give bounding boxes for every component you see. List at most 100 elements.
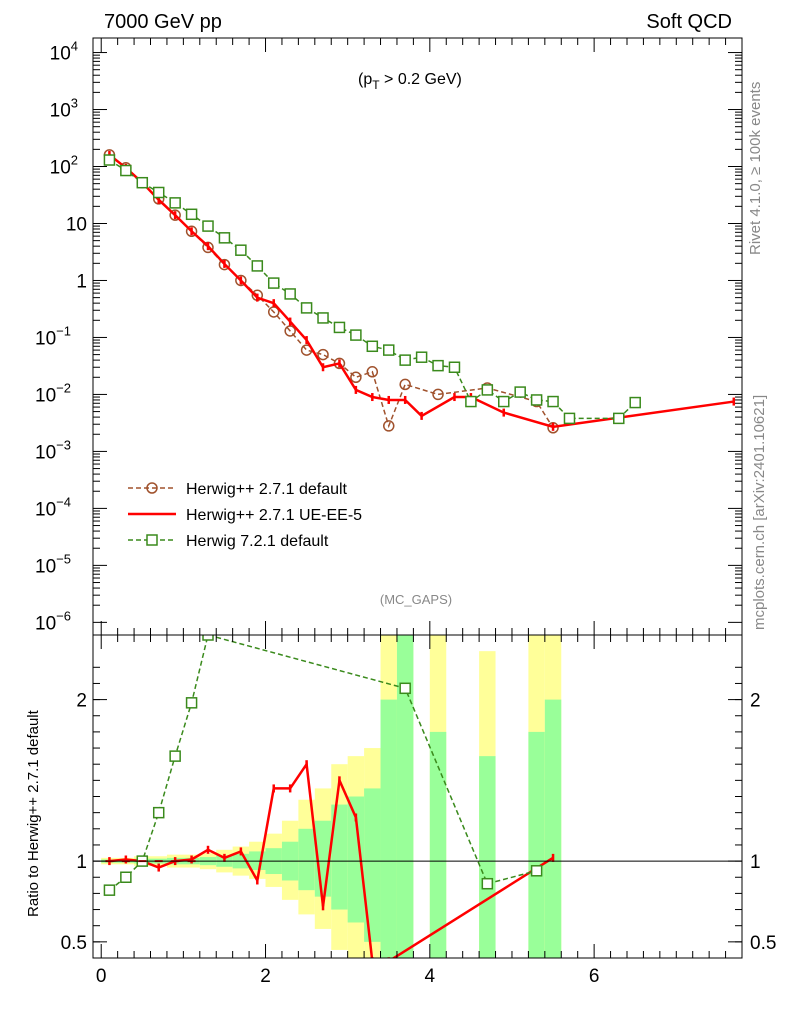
main-series-2-point-19 xyxy=(415,351,428,363)
ratio-ytick-label: 1 xyxy=(76,852,87,873)
ratio-band-green-9 xyxy=(298,828,315,891)
ratio-band-green-19 xyxy=(544,699,562,958)
main-series-0-point-16 xyxy=(366,366,379,378)
main-series-2-point-5 xyxy=(185,208,198,221)
main-series-2-point-6 xyxy=(202,220,214,232)
ratio-frame xyxy=(92,634,743,959)
main-series-1-line xyxy=(108,153,734,429)
ratio-series-h7-point-9 xyxy=(530,865,543,877)
main-series-0-point-7 xyxy=(218,258,231,271)
main-series-2-point-14 xyxy=(333,321,346,334)
ratio-band-green-14 xyxy=(380,699,397,958)
main-series-2-point-26 xyxy=(530,394,543,406)
cut-annotation: (pT > 0.2 GeV) xyxy=(358,71,462,92)
legend-marker-square xyxy=(146,534,158,546)
main-series-2-point-23 xyxy=(481,384,494,396)
main-ytick-label: 104 xyxy=(50,39,78,65)
main-ytick-label: 10−1 xyxy=(35,323,71,349)
main-series-2-point-2 xyxy=(136,176,149,189)
main-series-2-point-30 xyxy=(629,396,641,409)
main-series-2-point-12 xyxy=(300,302,313,314)
main-ytick-label: 103 xyxy=(50,96,78,122)
main-series-2-point-11 xyxy=(284,288,296,300)
ratio-ytick-label-right: 0.5 xyxy=(750,933,776,954)
legend-label-h7: Herwig 7.2.1 default xyxy=(186,533,329,550)
ratio-series-h7-point-4 xyxy=(169,750,181,762)
main-series-0-point-18 xyxy=(399,378,411,391)
ratio-band-green-18 xyxy=(528,731,545,958)
side-label-rivet: Rivet 4.1.0, ≥ 100k events xyxy=(747,82,764,255)
main-series-2-point-3 xyxy=(152,186,165,199)
ratio-ytick-label-right: 1 xyxy=(750,852,761,873)
main-series-0-point-13 xyxy=(317,348,329,361)
main-series-2-line xyxy=(109,159,636,420)
main-series-2-point-17 xyxy=(382,344,395,356)
main-ytick-label: 10−5 xyxy=(35,551,71,577)
ratio-ylabel: Ratio to Herwig++ 2.7.1 default xyxy=(25,709,42,917)
ratio-series-h7-point-0 xyxy=(103,884,116,896)
ratio-series-h7-point-6 xyxy=(202,635,214,641)
header-right-title: Soft QCD xyxy=(646,11,732,33)
main-series-2-point-4 xyxy=(169,197,181,209)
ratio-band-green-17 xyxy=(479,756,496,958)
main-series-2-point-8 xyxy=(235,244,247,256)
gaps-annotation: (MC_GAPS) xyxy=(380,592,452,607)
ratio-xtick-label: 0 xyxy=(96,966,107,987)
main-series-2-point-16 xyxy=(366,340,379,353)
ratio-series-h7-line xyxy=(108,635,537,891)
main-series-0-point-22 xyxy=(547,422,559,434)
ratio-band-green-12 xyxy=(347,796,365,923)
ratio-ytick-label-right: 2 xyxy=(750,691,761,712)
main-series-2-point-9 xyxy=(251,260,264,272)
main-series-0-point-8 xyxy=(235,274,247,287)
main-series-2-point-24 xyxy=(498,395,510,408)
main-ytick-label: 10−6 xyxy=(35,608,71,634)
main-series-2-point-22 xyxy=(465,395,477,408)
main-ytick-label: 10−3 xyxy=(35,437,71,463)
ratio-series-h7-point-8 xyxy=(481,877,494,890)
main-series-0-point-11 xyxy=(284,325,296,337)
ratio-band-green-13 xyxy=(364,788,381,942)
main-series-2-point-10 xyxy=(267,277,280,289)
ratio-series-h7-point-7 xyxy=(399,682,411,695)
main-series-0-point-17 xyxy=(382,420,395,432)
header-left-title: 7000 GeV pp xyxy=(104,11,222,33)
legend-label-default: Herwig++ 2.7.1 default xyxy=(186,481,348,498)
main-ytick-label: 10−2 xyxy=(35,380,71,406)
main-series-2-point-13 xyxy=(317,312,329,324)
main-series-2-point-18 xyxy=(399,354,411,366)
main-series-0-point-4 xyxy=(169,209,181,221)
ratio-band-green-16 xyxy=(429,731,447,958)
main-series-2-point-15 xyxy=(350,329,362,341)
ratio-xtick-label: 2 xyxy=(260,966,271,987)
main-ytick-label: 10 xyxy=(66,214,87,235)
ratio-band-green-15 xyxy=(396,635,414,958)
main-series-0-point-19 xyxy=(432,388,444,401)
side-label-site: mcplots.cern.ch [arXiv:2401.10621] xyxy=(751,395,768,630)
ratio-series-h7-point-5 xyxy=(185,697,198,709)
main-series-2-point-25 xyxy=(514,386,526,398)
main-ytick-label: 10−4 xyxy=(35,494,71,520)
legend: Herwig++ 2.7.1 default Herwig++ 2.7.1 UE… xyxy=(128,481,362,550)
main-series-2-point-20 xyxy=(432,359,444,372)
main-series-2-point-1 xyxy=(120,164,132,177)
main-series-2-point-28 xyxy=(563,412,576,425)
main-series-2-point-21 xyxy=(448,361,461,373)
main-series-0-point-15 xyxy=(350,371,362,384)
ratio-series-h7-point-1 xyxy=(120,871,132,883)
ratio-xtick-label: 4 xyxy=(425,966,436,987)
main-series-2-point-7 xyxy=(218,232,231,244)
main-ytick-label: 102 xyxy=(50,153,78,179)
ratio-ytick-label: 0.5 xyxy=(61,933,87,954)
main-series-0-point-5 xyxy=(185,225,198,238)
ratio-xtick-label: 6 xyxy=(589,966,600,987)
ratio-ytick-label: 2 xyxy=(76,691,87,712)
main-series-2-point-29 xyxy=(613,412,625,425)
ratio-band-green-11 xyxy=(331,804,348,910)
legend-label-ue: Herwig++ 2.7.1 UE-EE-5 xyxy=(186,507,362,524)
ratio-series-h7-point-3 xyxy=(152,806,165,819)
main-series-2-point-0 xyxy=(103,154,116,166)
main-series-2-point-27 xyxy=(547,395,559,408)
